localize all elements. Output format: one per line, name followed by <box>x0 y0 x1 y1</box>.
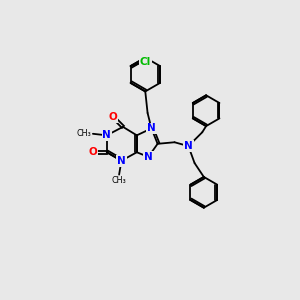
Text: CH₃: CH₃ <box>112 176 127 185</box>
Text: N: N <box>117 156 126 166</box>
Text: CH₃: CH₃ <box>76 129 92 138</box>
Text: O: O <box>88 147 97 157</box>
Text: N: N <box>102 130 111 140</box>
Text: N: N <box>144 152 153 162</box>
Text: O: O <box>109 112 118 122</box>
Text: N: N <box>147 123 156 134</box>
Text: N: N <box>184 141 193 151</box>
Text: Cl: Cl <box>140 57 151 67</box>
